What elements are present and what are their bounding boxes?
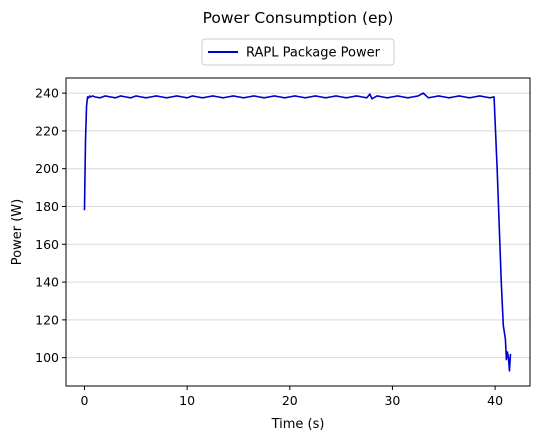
y-tick-label: 180 — [35, 199, 59, 214]
x-tick-label: 20 — [282, 393, 298, 408]
y-tick-label: 240 — [35, 86, 59, 101]
plot-frame — [65, 77, 531, 387]
x-axis-label: Time (s) — [271, 417, 325, 432]
series-layer — [83, 92, 512, 372]
y-tick-label: 120 — [35, 312, 59, 327]
y-tick-label: 200 — [35, 161, 59, 176]
gridlines — [66, 92, 530, 359]
series-line — [83, 92, 512, 372]
y-axis-label: Power (W) — [10, 199, 25, 265]
x-tick-label: 10 — [179, 393, 195, 408]
x-tick-label: 0 — [81, 393, 89, 408]
y-tick-label: 100 — [35, 350, 59, 365]
legend-box — [201, 38, 395, 66]
y-tick-label: 160 — [35, 237, 59, 252]
legend-label: RAPL Package Power — [246, 46, 381, 61]
chart-title: Power Consumption (ep) — [203, 9, 394, 27]
y-tick-label: 140 — [35, 275, 59, 290]
y-axis: 100 120 140 160 180 200 220 240 — [35, 86, 66, 365]
x-axis: 0 10 20 30 40 — [81, 386, 503, 408]
legend: RAPL Package Power — [201, 38, 395, 66]
x-tick-label: 40 — [487, 393, 503, 408]
x-tick-label: 30 — [384, 393, 400, 408]
y-tick-label: 220 — [35, 123, 59, 138]
